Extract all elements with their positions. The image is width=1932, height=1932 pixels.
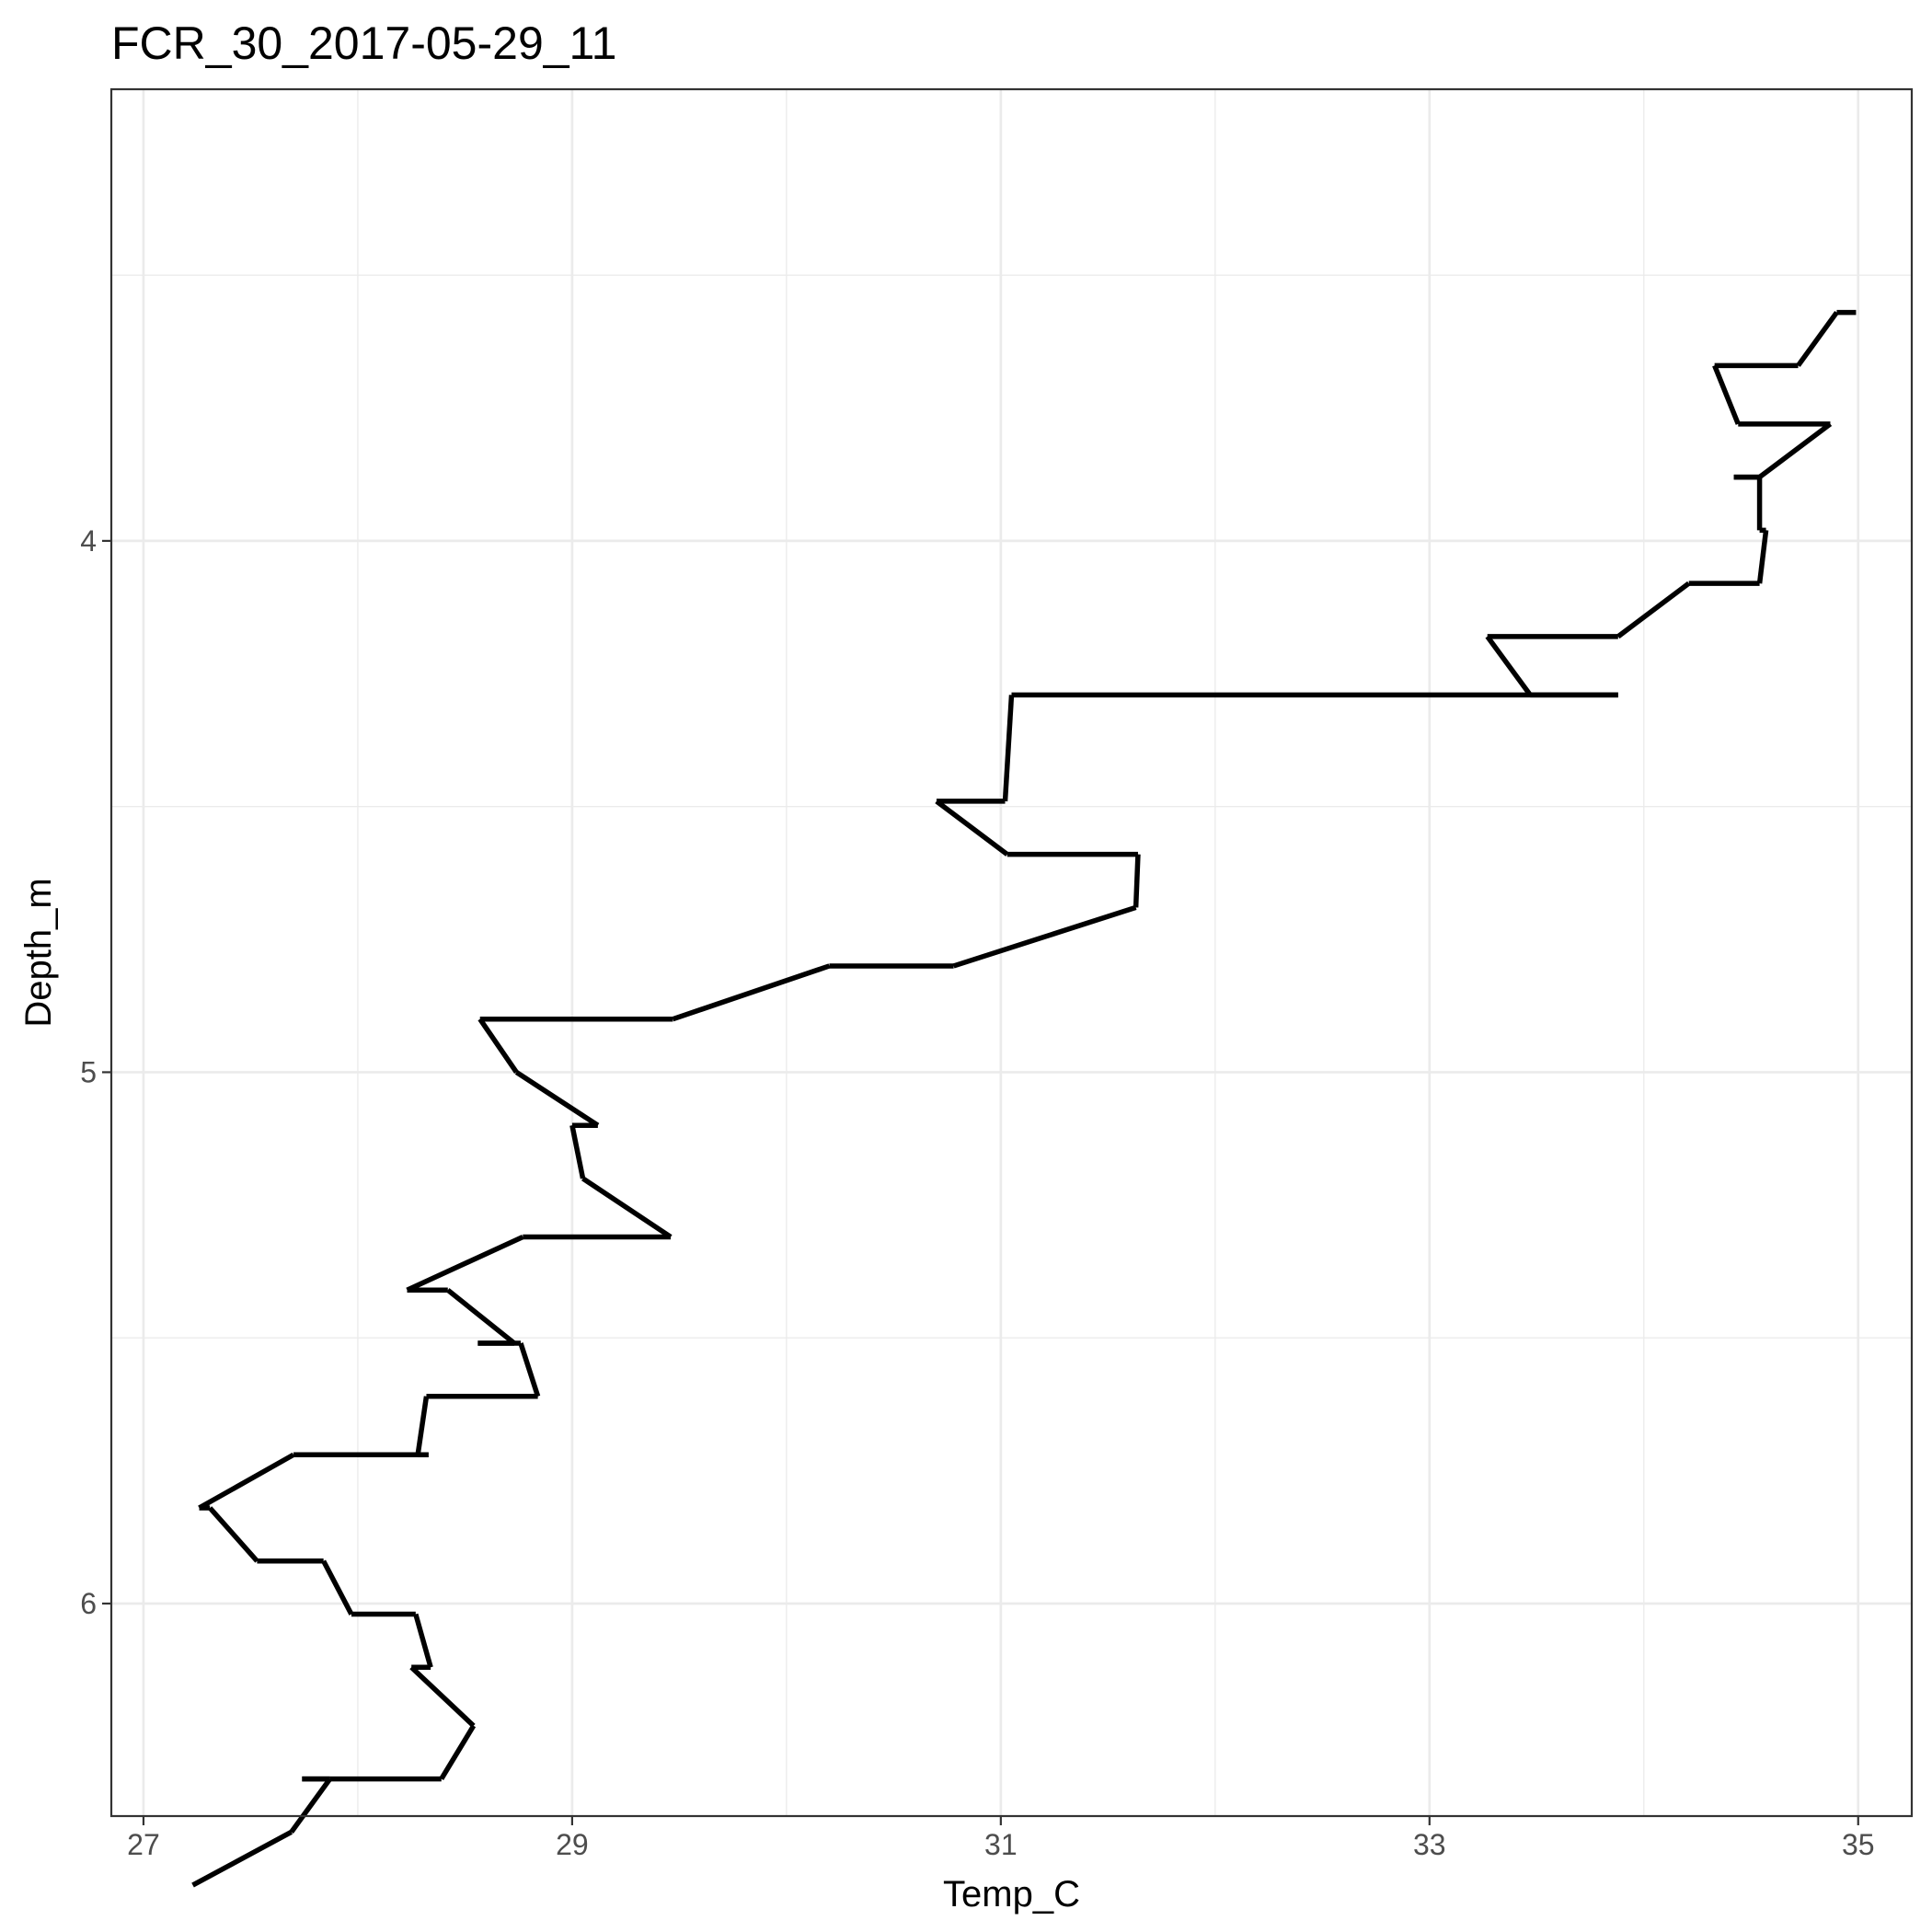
- line-segment: [406, 1234, 524, 1293]
- line-segment: [1133, 854, 1141, 908]
- line-segment: [952, 904, 1137, 969]
- temperature-profile-line: [191, 309, 1857, 1888]
- line-segment: [1002, 695, 1015, 802]
- line-segment: [672, 963, 831, 1022]
- line-segment: [321, 1559, 354, 1616]
- axis-ticks: 27 29 31 33 35 4 5 6: [80, 524, 1874, 1861]
- y-tick-label: 4: [80, 524, 97, 558]
- line-segment: [446, 1288, 516, 1346]
- y-axis-title: Depth_m: [18, 878, 59, 1027]
- x-axis-title: Temp_C: [943, 1874, 1080, 1915]
- line-segment: [935, 799, 1009, 857]
- x-tick-label: 33: [1413, 1828, 1446, 1861]
- x-tick-label: 31: [984, 1828, 1018, 1861]
- y-tick-label: 5: [80, 1055, 97, 1088]
- line-segment: [1712, 364, 1741, 425]
- line-segment: [581, 1176, 673, 1239]
- line-segment: [191, 1829, 293, 1888]
- chart-title: FCR_30_2017-05-29_11: [111, 17, 616, 69]
- line-segment: [439, 1724, 477, 1780]
- line-segment: [1796, 310, 1839, 367]
- x-tick-label: 29: [556, 1828, 589, 1861]
- grid-lines: [111, 89, 1912, 1816]
- line-segment: [569, 1124, 586, 1179]
- x-tick-label: 27: [127, 1828, 160, 1861]
- line-segment: [409, 1665, 476, 1728]
- line-segment: [208, 1506, 259, 1563]
- line-segment: [477, 1018, 519, 1075]
- line-segment: [1756, 530, 1769, 584]
- line-segment: [198, 1452, 295, 1511]
- line-segment: [518, 1342, 541, 1397]
- line-segment: [1485, 635, 1533, 697]
- line-segment: [514, 1070, 600, 1128]
- line-segment: [1616, 581, 1691, 639]
- line-segment: [1757, 421, 1833, 479]
- panel-border: [109, 87, 1914, 1818]
- line-segment: [413, 1613, 433, 1669]
- line-segment: [289, 1777, 332, 1834]
- y-tick-label: 6: [80, 1587, 97, 1620]
- line-segment: [415, 1396, 430, 1455]
- x-tick-label: 35: [1842, 1828, 1875, 1861]
